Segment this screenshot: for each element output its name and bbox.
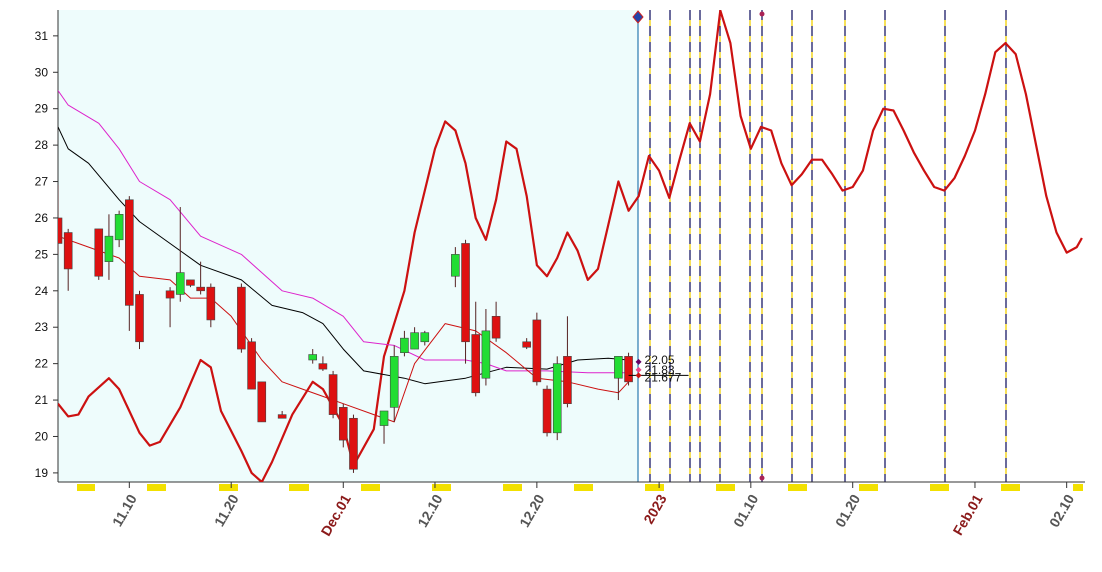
candle-body	[104, 235, 114, 262]
candle-body	[277, 414, 287, 419]
x-tick-label: Dec.01	[317, 491, 354, 538]
candle-body	[175, 272, 185, 295]
price-label: 21.677	[645, 370, 682, 384]
candle-body	[389, 356, 399, 408]
candle-body	[471, 334, 481, 394]
candle-body	[522, 341, 531, 348]
candle-body	[125, 199, 134, 306]
candle-body	[349, 417, 358, 470]
x-tick-label: 2023	[640, 491, 670, 526]
candle-body	[247, 341, 256, 390]
candle-body	[63, 232, 73, 270]
price-marker	[635, 358, 642, 365]
history-area	[58, 10, 638, 482]
candle-body	[58, 217, 63, 244]
x-tick-label: 02.10	[1046, 491, 1077, 530]
price-label: 22.05	[645, 353, 675, 367]
candle-body	[451, 254, 460, 277]
candle-body	[420, 332, 430, 343]
x-tick-label: Feb.01	[950, 491, 986, 538]
candle-body	[206, 286, 216, 321]
y-tick-label: 20	[35, 429, 49, 443]
y-tick-label: 27	[35, 175, 49, 189]
y-tick-label: 29	[35, 102, 49, 116]
x-tick-label: 12.10	[414, 491, 445, 530]
y-tick-label: 21	[35, 393, 49, 407]
price-marker	[635, 372, 642, 379]
candle-body	[186, 279, 195, 286]
y-tick-label: 28	[35, 138, 49, 152]
candle-body	[237, 286, 246, 350]
candle-body	[552, 363, 562, 434]
candle-body	[410, 332, 419, 350]
candle-body	[165, 290, 175, 299]
candle-body	[196, 286, 205, 292]
forecast-markers	[649, 10, 1007, 482]
line-series	[58, 90, 629, 374]
x-tick-label: 01.10	[730, 491, 761, 530]
candle-body	[624, 356, 633, 383]
y-tick-label: 30	[35, 65, 49, 79]
candle-body	[308, 354, 318, 361]
y-tick-label: 26	[35, 211, 49, 225]
price-label: 21.83	[645, 363, 675, 377]
y-tick-label: 19	[35, 466, 49, 480]
y-tick-label: 23	[35, 320, 49, 334]
candle-body	[94, 228, 104, 277]
candle-body	[318, 363, 328, 370]
candle-body	[135, 294, 144, 343]
y-tick-label: 24	[35, 284, 49, 298]
candle-body	[563, 356, 572, 404]
x-tick-label: 11.10	[109, 491, 140, 529]
y-tick-label: 31	[35, 29, 49, 43]
candle-body	[491, 315, 501, 339]
candle-body	[461, 243, 470, 343]
y-tick-label: 25	[35, 247, 49, 261]
x-tick-label: 11.20	[211, 491, 242, 529]
x-tick-label: 01.20	[832, 491, 863, 530]
candle-body	[114, 214, 124, 241]
candle-body	[542, 388, 552, 434]
candle-body	[257, 381, 267, 423]
candle-body	[379, 410, 389, 426]
candle-body	[328, 374, 338, 415]
y-tick-label: 22	[35, 357, 49, 371]
line-series	[58, 10, 1083, 482]
price-marker	[635, 366, 642, 373]
candle-body	[400, 337, 409, 354]
x-tick-label: 12.20	[516, 491, 547, 530]
candle-body	[532, 319, 542, 383]
candle-body	[614, 356, 623, 379]
candle-body	[481, 330, 491, 379]
candle-body	[338, 407, 348, 441]
today-marker	[632, 10, 644, 24]
plot	[58, 10, 1083, 482]
weekend-markers	[77, 484, 1083, 491]
